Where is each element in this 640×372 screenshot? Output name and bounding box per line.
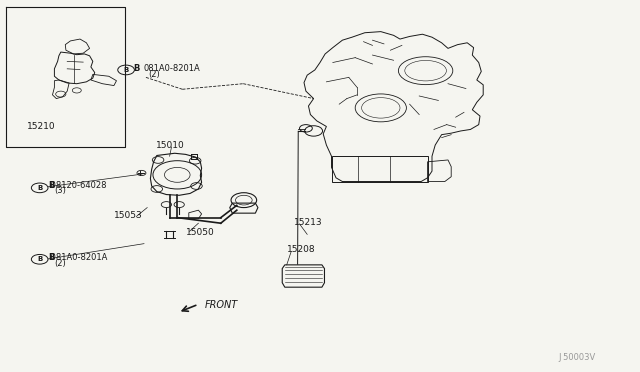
Text: 081A0-8201A: 081A0-8201A — [48, 253, 108, 262]
Text: 15213: 15213 — [294, 218, 323, 227]
Text: J 50003V: J 50003V — [558, 353, 595, 362]
Text: (2): (2) — [54, 259, 66, 268]
Text: 15208: 15208 — [287, 246, 316, 254]
Text: 081A0-8201A: 081A0-8201A — [144, 64, 201, 73]
Text: B: B — [133, 64, 140, 73]
Text: (3): (3) — [54, 186, 67, 195]
Text: 08120-64028: 08120-64028 — [48, 181, 106, 190]
Text: 15010: 15010 — [156, 141, 184, 150]
Text: 15053: 15053 — [114, 211, 143, 219]
Text: B: B — [48, 181, 54, 190]
Text: 15210: 15210 — [27, 122, 56, 131]
Text: B: B — [124, 67, 129, 73]
Text: FRONT: FRONT — [205, 300, 238, 310]
Text: 15050: 15050 — [186, 228, 214, 237]
Text: (2): (2) — [148, 70, 159, 79]
Text: B: B — [37, 185, 42, 191]
Text: B: B — [37, 256, 42, 262]
Text: B: B — [48, 253, 54, 262]
